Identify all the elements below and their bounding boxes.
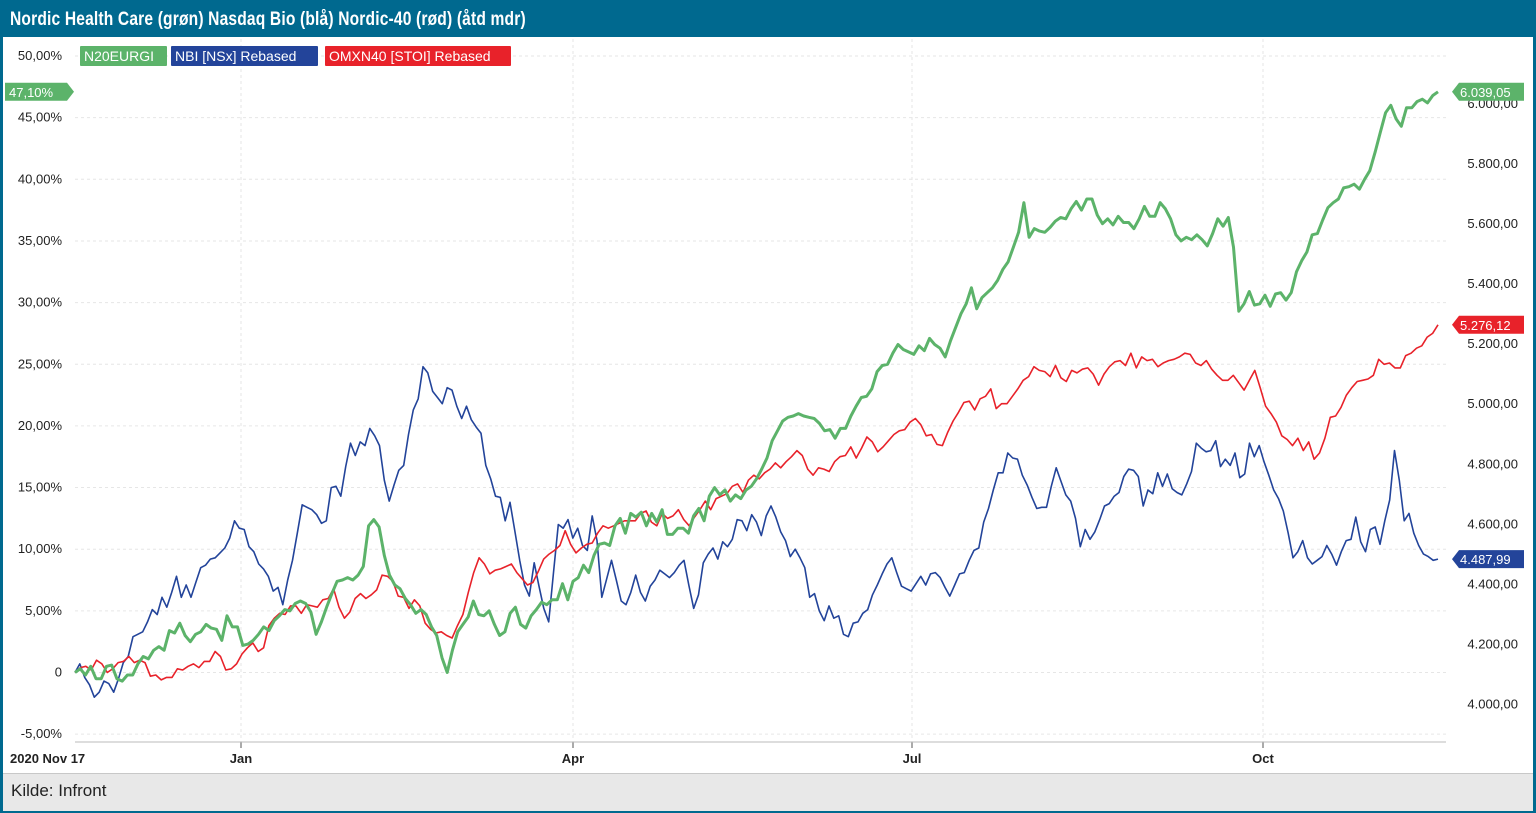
chart-title: Nordic Health Care (grøn) Nasdaq Bio (bl… — [10, 9, 526, 30]
left-tick-label: 15,00% — [18, 480, 63, 495]
right-tick-label: 5.200,00 — [1467, 336, 1518, 351]
source-label: Kilde: Infront — [11, 781, 107, 800]
right-tick-label: 4.800,00 — [1467, 456, 1518, 471]
x-start-label: 2020 Nov 17 — [10, 751, 85, 766]
legend-swatch — [325, 46, 511, 66]
right-tick-label: 5.800,00 — [1467, 156, 1518, 171]
right-tick-label: 5.400,00 — [1467, 276, 1518, 291]
legend-label: OMXN40 [STOI] Rebased — [329, 48, 491, 64]
left-tick-label: 50,00% — [18, 48, 63, 63]
red-last-value-tag-bg — [1452, 315, 1524, 334]
left-tick-label: 35,00% — [18, 233, 63, 248]
left-tick-label: 20,00% — [18, 418, 63, 433]
legend-swatch — [171, 46, 318, 66]
right-tick-label: 4.600,00 — [1467, 516, 1518, 531]
left-tick-label: 0 — [55, 665, 62, 680]
left-tick-label: 10,00% — [18, 541, 63, 556]
left-tick-label: 25,00% — [18, 356, 63, 371]
x-month-label: Jan — [230, 751, 252, 766]
legend-swatch — [80, 46, 167, 66]
blue-last-value-tag-bg — [1452, 550, 1524, 569]
blue-last-value-tag: 4.487,99 — [1460, 552, 1511, 567]
green-pct-tag: 47,10% — [9, 85, 54, 100]
legend-label: N20EURGI — [84, 48, 154, 64]
left-tick-label: 40,00% — [18, 171, 63, 186]
source-footer: Kilde: Infront — [3, 773, 1533, 811]
green-last-value-tag: 6.039,05 — [1460, 85, 1511, 100]
x-month-label: Apr — [562, 751, 584, 766]
left-tick-label: 30,00% — [18, 295, 63, 310]
red-last-value-tag: 5.276,12 — [1460, 318, 1511, 333]
right-tick-label: 5.600,00 — [1467, 216, 1518, 231]
left-tick-label: 45,00% — [18, 110, 63, 125]
left-tick-label: 5,00% — [25, 603, 62, 618]
right-tick-label: 4.400,00 — [1467, 576, 1518, 591]
right-tick-label: 4.200,00 — [1467, 636, 1518, 651]
left-tick-label: -5,00% — [21, 726, 63, 741]
series-line — [74, 90, 1439, 683]
x-month-label: Jul — [903, 751, 922, 766]
green-last-value-tag-bg — [1452, 82, 1524, 101]
right-tick-label: 5.000,00 — [1467, 396, 1518, 411]
series-line — [74, 365, 1439, 698]
legend-label: NBI [NSx] Rebased — [175, 48, 296, 64]
title-bar: Nordic Health Care (grøn) Nasdaq Bio (bl… — [3, 3, 1533, 37]
green-pct-tag-bg — [5, 82, 74, 101]
x-month-label: Oct — [1252, 751, 1274, 766]
right-tick-label: 4.000,00 — [1467, 697, 1518, 712]
plot-area — [75, 39, 1446, 742]
